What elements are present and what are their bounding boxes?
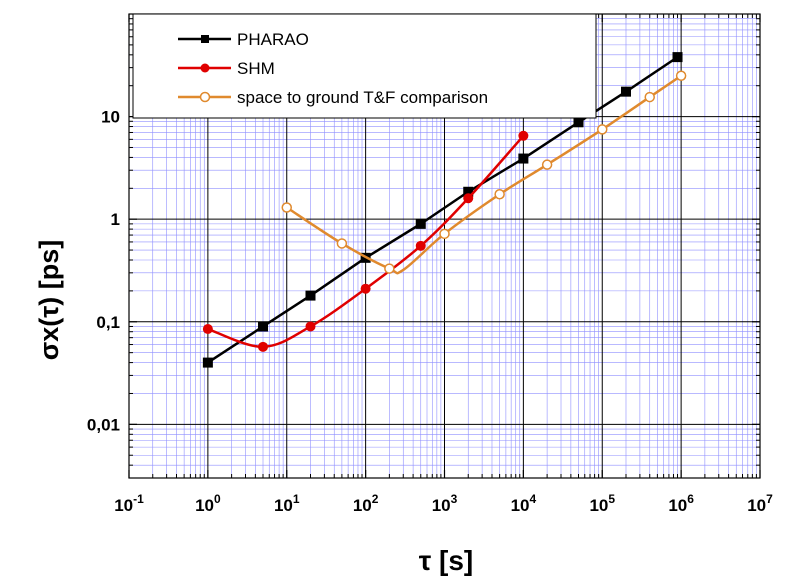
data-point bbox=[644, 91, 655, 103]
data-point bbox=[463, 186, 474, 197]
data-point bbox=[258, 341, 269, 352]
y-tick-label: 1 bbox=[111, 210, 120, 229]
data-point bbox=[258, 321, 269, 332]
x-tick-label: 103 bbox=[432, 492, 458, 515]
y-tick-label: 0,01 bbox=[87, 415, 120, 434]
data-point bbox=[518, 153, 529, 164]
legend-label-shm: SHM bbox=[237, 59, 275, 78]
data-point bbox=[439, 228, 450, 240]
x-tick-exponent: 5 bbox=[608, 492, 615, 506]
data-point bbox=[597, 124, 608, 135]
data-point bbox=[672, 52, 683, 63]
legend-item-space-to-ground: space to ground T&F comparison bbox=[178, 88, 488, 107]
data-point bbox=[541, 159, 553, 170]
data-point bbox=[305, 290, 316, 301]
x-tick-exponent: -1 bbox=[133, 492, 144, 506]
x-tick-exponent: 6 bbox=[687, 492, 694, 506]
series-2 bbox=[281, 70, 687, 275]
y-tick-labels: 0,01 0,1 1 10 bbox=[87, 108, 120, 435]
data-point bbox=[281, 202, 292, 213]
x-tick-exponent: 1 bbox=[293, 492, 300, 506]
series-layer bbox=[202, 52, 687, 368]
x-tick-label: 106 bbox=[668, 492, 694, 515]
y-tick-label: 0,1 bbox=[96, 313, 120, 332]
data-point bbox=[573, 117, 584, 128]
data-point bbox=[384, 263, 395, 274]
x-tick-base: 10 bbox=[114, 496, 133, 515]
x-tick-label: 105 bbox=[589, 492, 615, 515]
x-tick-base: 10 bbox=[432, 496, 451, 515]
data-point bbox=[202, 324, 213, 335]
series-line bbox=[207, 56, 679, 364]
x-tick-label: 101 bbox=[274, 492, 300, 515]
data-point bbox=[620, 86, 631, 97]
data-point bbox=[518, 130, 529, 141]
x-axis-title: τ [s] bbox=[419, 545, 474, 576]
x-tick-base: 10 bbox=[195, 496, 214, 515]
y-tick-label: 10 bbox=[101, 108, 120, 127]
legend-item-shm: SHM bbox=[178, 59, 275, 78]
x-tick-exponent: 4 bbox=[529, 492, 536, 506]
x-tick-label: 104 bbox=[511, 492, 537, 515]
x-tick-base: 10 bbox=[668, 496, 687, 515]
legend-label-space-to-ground: space to ground T&F comparison bbox=[237, 88, 488, 107]
data-point bbox=[415, 218, 426, 229]
data-point bbox=[360, 283, 371, 294]
x-tick-label: 107 bbox=[747, 492, 773, 515]
legend-item-pharao: PHARAO bbox=[178, 30, 309, 49]
series-1 bbox=[202, 130, 529, 352]
data-point bbox=[494, 188, 505, 200]
x-tick-base: 10 bbox=[274, 496, 293, 515]
data-point bbox=[305, 321, 316, 332]
data-point bbox=[202, 357, 213, 368]
series-line bbox=[286, 74, 682, 275]
y-axis-title: σx(τ) [ps] bbox=[34, 240, 64, 361]
x-tick-exponent: 0 bbox=[214, 492, 221, 506]
x-tick-label: 102 bbox=[353, 492, 379, 515]
x-tick-base: 10 bbox=[511, 496, 530, 515]
legend-box bbox=[132, 13, 597, 119]
x-tick-labels: 10-1 100 101 102 103 104 105 106 107 bbox=[114, 492, 773, 515]
x-tick-exponent: 7 bbox=[766, 492, 773, 506]
legend: PHARAO SHM space to ground T&F compariso… bbox=[132, 13, 597, 119]
x-tick-label: 100 bbox=[195, 492, 221, 515]
data-point bbox=[675, 70, 687, 82]
data-point bbox=[415, 240, 426, 251]
x-tick-exponent: 2 bbox=[372, 492, 379, 506]
data-point bbox=[336, 238, 348, 249]
data-point bbox=[463, 193, 474, 204]
legend-label-pharao: PHARAO bbox=[237, 30, 309, 49]
x-tick-base: 10 bbox=[747, 496, 766, 515]
x-tick-label: 10-1 bbox=[114, 492, 144, 515]
x-tick-exponent: 3 bbox=[451, 492, 458, 506]
x-tick-base: 10 bbox=[353, 496, 372, 515]
x-tick-base: 10 bbox=[589, 496, 608, 515]
